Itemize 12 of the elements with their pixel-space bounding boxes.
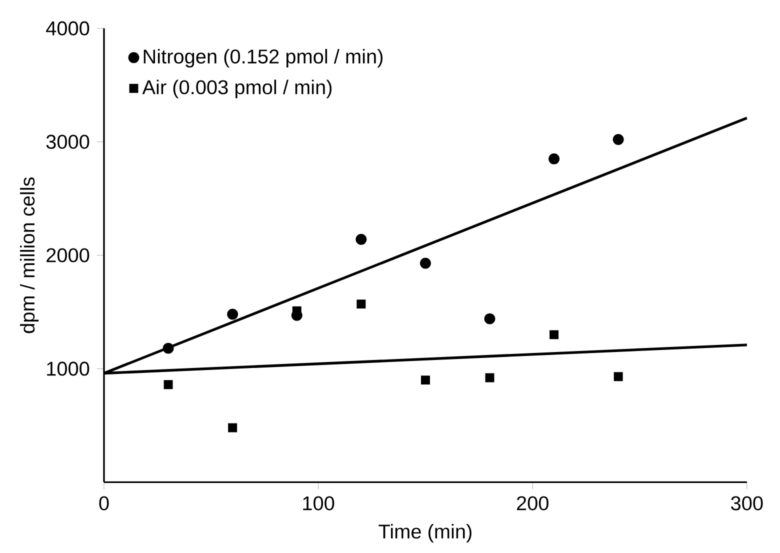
legend-label: Nitrogen (0.152 pmol / min) [144,48,382,68]
x-axis-title: Time (min) [378,524,472,543]
x-tick-label: 300 [731,496,763,510]
y-tick-label: 3000 [46,134,90,149]
y-tick-label: 2000 [46,248,90,262]
x-tick-label: 100 [303,496,334,510]
legend-label: Air (0.003 pmol / min) [142,80,332,98]
x-tick-label: 0 [99,496,109,510]
y-tick-label: 4000 [46,21,90,36]
x-tick-label: 200 [516,496,548,510]
y-tick-label: 1000 [47,362,90,376]
y-axis-title: dpm / million cells [20,177,39,334]
